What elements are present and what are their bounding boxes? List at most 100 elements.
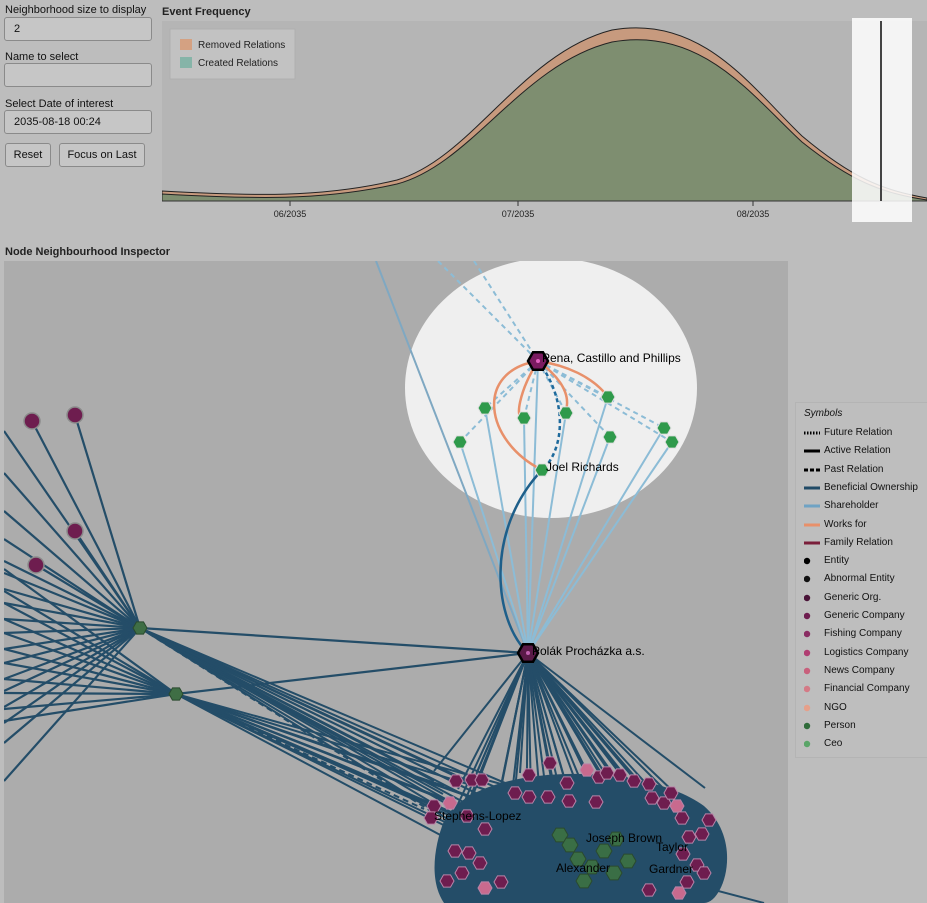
company-node[interactable] — [461, 846, 477, 860]
company-node[interactable] — [542, 756, 558, 770]
company-node[interactable] — [671, 886, 687, 900]
edge-shareholder — [527, 396, 609, 654]
person-node[interactable] — [583, 859, 601, 875]
person-node[interactable] — [168, 687, 184, 701]
person-node[interactable] — [575, 873, 593, 889]
company-node[interactable] — [669, 799, 685, 813]
neighborhood-size-label: Neighborhood size to display — [5, 4, 147, 16]
company-node[interactable] — [696, 866, 712, 880]
company-node[interactable] — [561, 794, 577, 808]
company-node[interactable] — [626, 774, 642, 788]
company-node[interactable] — [66, 406, 84, 424]
person-node[interactable] — [132, 621, 148, 635]
person-node[interactable] — [595, 843, 613, 859]
company-node[interactable] — [701, 813, 717, 827]
company-node[interactable] — [27, 556, 45, 574]
legend-item: Financial Company — [796, 681, 927, 697]
freq-x-tick-label: 07/2035 — [502, 209, 535, 219]
person-node[interactable] — [656, 421, 672, 435]
date-of-interest-input[interactable] — [4, 110, 152, 134]
edge-beneficial-ownership — [139, 627, 462, 821]
company-node[interactable] — [472, 856, 488, 870]
company-node[interactable] — [493, 875, 509, 889]
company-node[interactable] — [521, 790, 537, 804]
company-node[interactable] — [464, 773, 480, 787]
edge-beneficial-ownership — [4, 587, 141, 630]
company-node[interactable] — [23, 412, 41, 430]
company-node[interactable] — [674, 811, 690, 825]
legend-item: Works for — [796, 517, 927, 533]
edge-beneficial-ownership — [4, 626, 141, 681]
company-node[interactable] — [477, 881, 493, 895]
company-node[interactable] — [599, 766, 615, 780]
company-node[interactable] — [559, 776, 575, 790]
person-node[interactable] — [619, 853, 637, 869]
company-node[interactable] — [681, 830, 697, 844]
company-node[interactable] — [439, 874, 455, 888]
edge-beneficial-ownership — [4, 590, 177, 695]
legend-item-label: Family Relation — [824, 536, 893, 548]
focus-on-last-button[interactable]: Focus on Last — [59, 143, 145, 167]
person-node[interactable] — [452, 435, 468, 449]
company-node[interactable] — [679, 875, 695, 889]
node-label-cluster: Joseph Brown — [586, 831, 662, 845]
graph-labels: Pena, Castillo and Phillips Joel Richard… — [434, 351, 693, 876]
person-node[interactable] — [602, 430, 618, 444]
legend-line-symbol — [804, 449, 820, 453]
freq-x-tick-label: 08/2035 — [737, 209, 770, 219]
entity-node-center[interactable] — [526, 651, 530, 655]
legend-item: Generic Company — [796, 608, 927, 624]
company-node[interactable] — [447, 844, 463, 858]
company-node[interactable] — [675, 847, 691, 861]
person-node[interactable] — [600, 390, 616, 404]
symbols-legend: Symbols Future Relation Active Relation Pa… — [795, 402, 927, 758]
company-node[interactable] — [644, 791, 660, 805]
company-node[interactable] — [474, 773, 490, 787]
legend-item: Ceo — [796, 736, 927, 752]
neighborhood-size-input[interactable] — [4, 17, 152, 41]
person-node[interactable] — [561, 837, 579, 853]
person-node[interactable] — [605, 865, 623, 881]
company-node[interactable] — [663, 786, 679, 800]
company-node[interactable] — [448, 774, 464, 788]
person-node[interactable] — [664, 435, 680, 449]
entity-node-center[interactable] — [536, 359, 540, 363]
company-node[interactable] — [454, 866, 470, 880]
edge-beneficial-ownership — [4, 661, 177, 696]
company-node[interactable] — [588, 795, 604, 809]
legend-line-symbol — [804, 468, 820, 472]
edge-beneficial-ownership — [527, 652, 706, 789]
person-node[interactable] — [558, 406, 574, 420]
name-select-input[interactable] — [4, 63, 152, 87]
person-node[interactable] — [569, 851, 587, 867]
company-node[interactable] — [540, 790, 556, 804]
company-node[interactable] — [423, 811, 439, 825]
network-graph[interactable]: Pena, Castillo and Phillips Joel Richard… — [4, 261, 788, 903]
company-node[interactable] — [641, 777, 657, 791]
created-relations-legend-label: Created Relations — [198, 58, 278, 69]
company-node[interactable] — [694, 827, 710, 841]
person-node[interactable] — [534, 463, 550, 477]
person-node[interactable] — [516, 411, 532, 425]
company-node[interactable] — [426, 799, 442, 813]
company-node[interactable] — [442, 796, 458, 810]
edge-beneficial-ownership — [4, 510, 141, 629]
event-frequency-chart[interactable]: 06/2035 07/2035 08/2035 Removed Relation… — [162, 18, 927, 223]
company-node[interactable] — [641, 883, 657, 897]
legend-item: Shareholder — [796, 498, 927, 514]
company-node[interactable] — [66, 522, 84, 540]
company-node[interactable] — [521, 768, 537, 782]
edge-past-shareholder — [537, 360, 665, 429]
person-node[interactable] — [607, 831, 625, 847]
node-label-polak: Polák Procházka a.s. — [532, 644, 645, 658]
company-node[interactable] — [459, 809, 475, 823]
legend-item: Fishing Company — [796, 626, 927, 642]
company-node[interactable] — [477, 822, 493, 836]
person-node[interactable] — [477, 401, 493, 415]
edge-beneficial-ownership — [519, 652, 529, 774]
company-node[interactable] — [579, 763, 595, 777]
reset-button[interactable]: Reset — [5, 143, 51, 167]
company-node[interactable] — [612, 768, 628, 782]
company-node[interactable] — [507, 786, 523, 800]
edge-beneficial-ownership — [499, 469, 543, 654]
